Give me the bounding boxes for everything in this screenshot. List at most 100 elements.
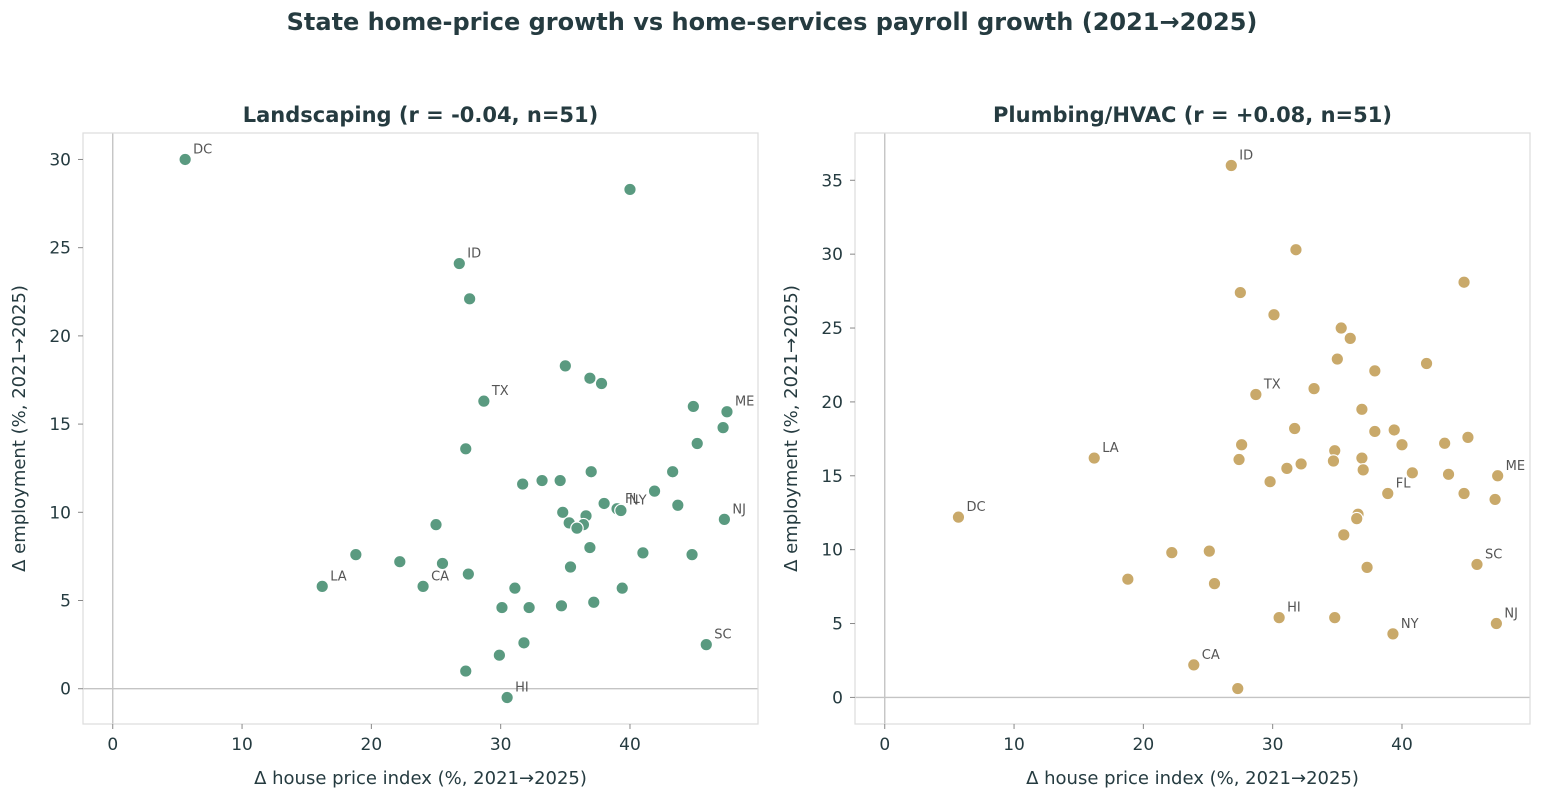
scatter-point (594, 376, 609, 391)
scatter-point (349, 547, 363, 562)
scatter-point (1395, 437, 1409, 452)
point-label: DC (966, 500, 985, 515)
scatter-point (178, 152, 192, 167)
scatter-point (1387, 423, 1402, 437)
x-tick-label: 20 (361, 735, 383, 755)
scatter-point (1405, 466, 1420, 480)
scatter-point (492, 648, 507, 662)
scatter-point (1326, 454, 1341, 468)
scatter-point (1330, 352, 1345, 366)
y-tick-label: 20 (821, 393, 843, 413)
scatter-point (1267, 307, 1281, 322)
point-label: ME (1506, 459, 1525, 474)
scatter-point (584, 464, 598, 479)
scatter-point (623, 182, 637, 197)
point-label: FL (1396, 477, 1411, 492)
scatter-point (1490, 468, 1505, 483)
scatter-point (1489, 616, 1504, 631)
scatter-point (1121, 572, 1135, 587)
scatter-point (685, 547, 699, 562)
x-tick-label: 20 (1133, 735, 1155, 755)
scatter-point (586, 595, 601, 610)
scatter-point (1457, 486, 1471, 501)
scatter-point (553, 473, 567, 488)
scatter-point (1336, 528, 1351, 542)
x-axis-label: Δ house price index (%, 2021→2025) (254, 768, 587, 789)
point-label: CA (1202, 648, 1220, 663)
scatter-point (1327, 610, 1342, 625)
scatter-point (1386, 627, 1400, 641)
scatter-point (686, 399, 701, 414)
scatter-point (1419, 356, 1434, 371)
scatter-point (495, 600, 509, 615)
scatter-point (1368, 424, 1382, 439)
point-label: HI (1287, 601, 1301, 616)
x-tick-label: 40 (1391, 735, 1413, 755)
x-tick-label: 0 (879, 735, 890, 755)
point-label: CA (431, 569, 449, 584)
scatter-point (716, 420, 730, 435)
scatter-point (583, 540, 597, 555)
scatter-point (1289, 242, 1303, 257)
scatter-point (1234, 437, 1249, 452)
scatter-point (597, 496, 611, 511)
scatter-point (1224, 158, 1239, 173)
scatter-point (1380, 486, 1395, 501)
scatter-point (515, 477, 530, 491)
scatter-point (458, 664, 473, 678)
scatter-point (1343, 331, 1358, 346)
y-tick-label: 30 (821, 245, 843, 265)
scatter-point (517, 636, 531, 650)
y-tick-label: 0 (832, 688, 843, 708)
scatter-point (1470, 557, 1484, 572)
scatter-point (614, 503, 628, 518)
scatter-point (416, 579, 430, 594)
point-label: NJ (1504, 607, 1518, 622)
scatter-point (1360, 560, 1374, 575)
scatter-point (671, 498, 685, 513)
point-label: TX (491, 384, 509, 399)
scatter-point (720, 404, 734, 419)
point-label: LA (330, 569, 347, 584)
scatter-point (1349, 511, 1364, 526)
scatter-point (1488, 492, 1502, 507)
x-tick-label: 30 (490, 735, 512, 755)
scatter-point (458, 441, 473, 456)
scatter-point (1263, 474, 1277, 489)
y-tick-label: 10 (821, 541, 843, 561)
scatter-point (583, 371, 597, 386)
plumbing-hvac-panel: Plumbing/HVAC (r = +0.08, n=51) 0 10 20 30 40… (781, 103, 1531, 789)
point-label: FL (625, 492, 640, 507)
scatter-point (570, 521, 584, 535)
scatter-point (393, 554, 407, 569)
scatter-point (1356, 463, 1370, 477)
x-tick-label: 0 (107, 735, 118, 755)
figure-title: State home-price growth vs home-services… (286, 8, 1258, 36)
y-tick-label: 30 (49, 150, 71, 170)
scatter-point (1249, 387, 1263, 402)
panel-title: Landscaping (r = -0.04, n=51) (243, 103, 599, 127)
y-tick-label: 25 (821, 319, 843, 339)
scatter-point (435, 556, 450, 571)
scatter-point (522, 600, 536, 615)
plot-frame (82, 132, 759, 725)
scatter-point (717, 512, 732, 527)
y-tick-label: 25 (49, 239, 71, 259)
y-tick-label: 15 (821, 467, 843, 487)
point-label: TX (1263, 378, 1281, 393)
scatter-point (315, 579, 330, 594)
scatter-point (563, 560, 578, 574)
scatter-point (1232, 452, 1246, 467)
panel-title: Plumbing/HVAC (r = +0.08, n=51) (993, 103, 1392, 127)
scatter-point (1202, 544, 1217, 558)
scatter-point (461, 567, 476, 581)
scatter-point (1334, 321, 1349, 335)
scatter-point (1087, 451, 1102, 465)
point-label: ME (735, 395, 754, 410)
point-label: HI (515, 681, 529, 696)
scatter-point (1165, 545, 1179, 560)
point-label: SC (714, 628, 731, 643)
scatter-point (429, 517, 443, 532)
scatter-point (1230, 681, 1245, 696)
scatter-point (554, 598, 569, 613)
